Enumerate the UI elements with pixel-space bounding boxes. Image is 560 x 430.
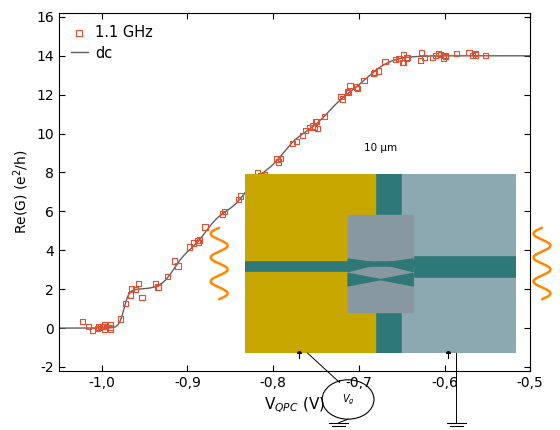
Point	[468, 52, 477, 59]
Point	[320, 114, 329, 120]
Point	[370, 69, 379, 76]
Point	[403, 54, 412, 61]
Point	[374, 68, 383, 74]
Point	[370, 69, 379, 76]
Point	[154, 284, 163, 291]
Point	[98, 322, 107, 329]
Point	[277, 155, 286, 162]
Point	[126, 292, 135, 298]
Point	[353, 85, 362, 92]
Y-axis label: Re(G) (e$^2$/h): Re(G) (e$^2$/h)	[11, 150, 31, 234]
Point	[88, 327, 97, 334]
Point	[256, 172, 265, 178]
Point	[310, 124, 319, 131]
Point	[338, 95, 347, 102]
Point	[236, 193, 245, 200]
Point	[132, 286, 141, 293]
Point	[313, 125, 322, 132]
Point	[100, 326, 109, 333]
Point	[399, 51, 408, 58]
Point	[343, 88, 352, 95]
Point	[305, 124, 314, 131]
Point	[170, 258, 179, 264]
Point	[93, 325, 102, 332]
Point	[245, 178, 254, 185]
Point	[417, 49, 426, 55]
Point	[194, 239, 203, 246]
Point	[434, 50, 443, 57]
Point	[471, 52, 480, 58]
Point	[471, 50, 480, 57]
Point	[273, 156, 282, 163]
Point	[381, 58, 390, 65]
Point	[253, 169, 262, 176]
Point	[200, 224, 209, 230]
Point	[127, 285, 136, 292]
Point	[436, 51, 445, 58]
Point	[391, 56, 400, 63]
Point	[96, 323, 105, 330]
Point	[195, 237, 204, 243]
Point	[234, 196, 242, 203]
Point	[441, 52, 450, 59]
Point	[189, 240, 198, 246]
Point	[431, 52, 440, 59]
Point	[402, 55, 411, 61]
Point	[151, 280, 160, 287]
Point	[106, 321, 115, 328]
Point	[369, 71, 378, 77]
Point	[78, 318, 87, 325]
Point	[174, 262, 183, 269]
Point	[394, 55, 403, 62]
Point	[134, 280, 143, 287]
X-axis label: V$_{QPC}$ (V): V$_{QPC}$ (V)	[264, 395, 325, 415]
Point	[83, 323, 92, 330]
Point	[288, 140, 297, 147]
Point	[465, 49, 474, 56]
Point	[163, 273, 172, 280]
Point	[441, 52, 450, 59]
Point	[106, 326, 115, 332]
Legend: 1.1 GHz, dc: 1.1 GHz, dc	[66, 20, 157, 65]
Point	[153, 283, 162, 290]
Point	[420, 55, 429, 61]
Point	[399, 59, 408, 66]
Point	[298, 132, 307, 139]
Text: $V_g$: $V_g$	[342, 392, 354, 407]
Point	[121, 301, 130, 307]
Point	[346, 82, 354, 89]
Point	[480, 52, 489, 59]
Point	[301, 127, 310, 134]
Point	[95, 324, 104, 331]
Point	[452, 50, 461, 57]
Point	[218, 211, 227, 218]
Point	[106, 324, 115, 331]
Point	[439, 55, 448, 61]
Point	[193, 237, 202, 244]
Point	[116, 316, 125, 322]
Point	[274, 159, 283, 166]
Point	[292, 138, 301, 145]
Point	[428, 54, 437, 61]
Point	[185, 243, 194, 250]
Point	[360, 77, 368, 83]
Point	[307, 123, 316, 129]
Point	[416, 57, 425, 64]
Point	[337, 93, 346, 100]
Point	[138, 294, 147, 301]
Point	[352, 83, 361, 90]
Point	[100, 321, 109, 328]
Point	[220, 208, 229, 215]
Point	[312, 118, 321, 125]
Point	[398, 59, 407, 66]
Point	[311, 118, 320, 125]
Point	[344, 89, 353, 96]
Point	[99, 323, 108, 330]
Point	[260, 171, 269, 178]
